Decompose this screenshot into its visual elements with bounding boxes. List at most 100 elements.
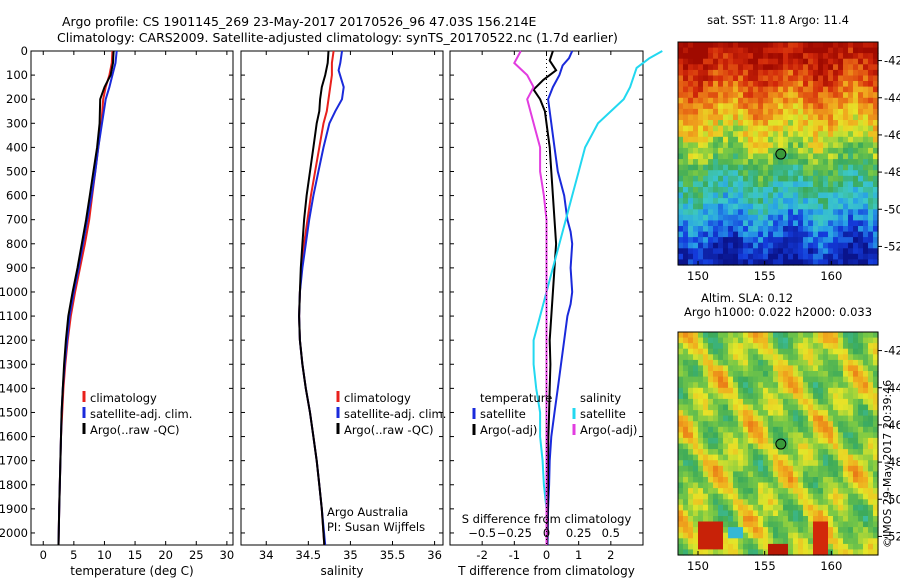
map-cell	[803, 259, 809, 266]
map-cell	[688, 421, 694, 428]
map-cell	[858, 220, 864, 227]
map-cell	[713, 237, 719, 244]
map-cell	[823, 125, 829, 132]
map-cell	[693, 92, 699, 99]
map-cell	[693, 477, 699, 484]
map-cell	[733, 521, 739, 528]
map-cell	[693, 415, 699, 422]
map-cell	[848, 209, 854, 216]
map-cell	[868, 153, 874, 160]
map-cell	[788, 527, 794, 534]
map-cell	[848, 242, 854, 249]
map-cell	[703, 493, 709, 500]
map-cell	[753, 187, 759, 194]
y-tick-label: 1100	[0, 309, 28, 323]
map-cell	[733, 181, 739, 188]
map-cell	[788, 192, 794, 199]
map-cell	[768, 181, 774, 188]
map-cell	[873, 170, 879, 177]
map-cell	[703, 253, 709, 260]
map-cell	[858, 226, 864, 233]
map-cell	[728, 337, 734, 344]
map-cell	[748, 382, 754, 389]
map-cell	[828, 538, 834, 545]
map-cell	[678, 471, 684, 478]
map-cell	[843, 175, 849, 182]
map-cell	[868, 175, 874, 182]
map-cell	[738, 443, 744, 450]
map-cell	[823, 465, 829, 472]
map-cell	[803, 410, 809, 417]
map-cell	[798, 504, 804, 511]
map-cell	[848, 58, 854, 65]
map-cell	[748, 359, 754, 367]
map-cell	[748, 125, 754, 132]
map-cell	[738, 242, 744, 249]
map-cell	[728, 471, 734, 478]
map-cell	[778, 58, 784, 65]
map-cell	[783, 521, 789, 528]
map-cell	[848, 393, 854, 400]
map-cell	[838, 449, 844, 456]
map-cell	[698, 543, 704, 551]
map-cell	[738, 376, 744, 383]
map-cell	[718, 421, 724, 428]
map-cell	[688, 387, 694, 394]
map-cell	[723, 532, 729, 539]
map-cell	[718, 242, 724, 249]
map-cell	[828, 253, 834, 260]
map-cell	[853, 398, 859, 406]
map-cell	[713, 437, 719, 445]
map-cell	[713, 460, 719, 467]
map-cell	[848, 120, 854, 127]
map-cell	[698, 343, 704, 350]
y-tick-label: 1900	[0, 502, 28, 516]
map-cell	[773, 192, 779, 199]
map-cell	[783, 387, 789, 394]
map-cell	[723, 92, 729, 99]
map-cell	[728, 192, 734, 199]
y-tick-label: 700	[6, 213, 28, 227]
map-cell	[718, 69, 724, 77]
map-cell	[813, 482, 819, 489]
map-cell	[803, 415, 809, 422]
map-cell	[783, 337, 789, 344]
map-cell	[693, 393, 699, 400]
map-cell	[698, 47, 704, 54]
map-cell	[813, 504, 819, 511]
map-cell	[733, 142, 739, 149]
map-cell	[743, 404, 749, 411]
map-cell	[728, 92, 734, 99]
map-cell	[738, 527, 744, 534]
map-cell	[778, 220, 784, 227]
map-cell	[818, 348, 824, 355]
map-cell	[848, 354, 854, 361]
map-cell	[708, 516, 714, 523]
map-cell	[788, 421, 794, 428]
map-cell	[813, 214, 819, 221]
map-cell	[873, 348, 879, 355]
map-cell	[793, 237, 799, 244]
map-cell	[793, 449, 799, 456]
map-cell	[703, 231, 709, 238]
map-cell	[783, 147, 789, 155]
map-cell	[818, 136, 824, 143]
map-cell	[843, 181, 849, 188]
map-cell	[733, 376, 739, 383]
map-cell	[823, 86, 829, 93]
map-cell	[873, 482, 879, 489]
map-cell	[863, 86, 869, 93]
map-cell	[728, 488, 734, 495]
map-cell	[848, 382, 854, 389]
map-cell	[838, 371, 844, 378]
map-cell	[818, 125, 824, 132]
map-cell	[693, 521, 699, 528]
map-cell	[708, 393, 714, 400]
map-cell	[773, 164, 779, 171]
map-cell	[678, 192, 684, 199]
map-cell	[708, 543, 714, 551]
map-cell	[723, 337, 729, 344]
map-cell	[678, 237, 684, 244]
map-cell	[788, 175, 794, 182]
map-cell	[788, 348, 794, 355]
